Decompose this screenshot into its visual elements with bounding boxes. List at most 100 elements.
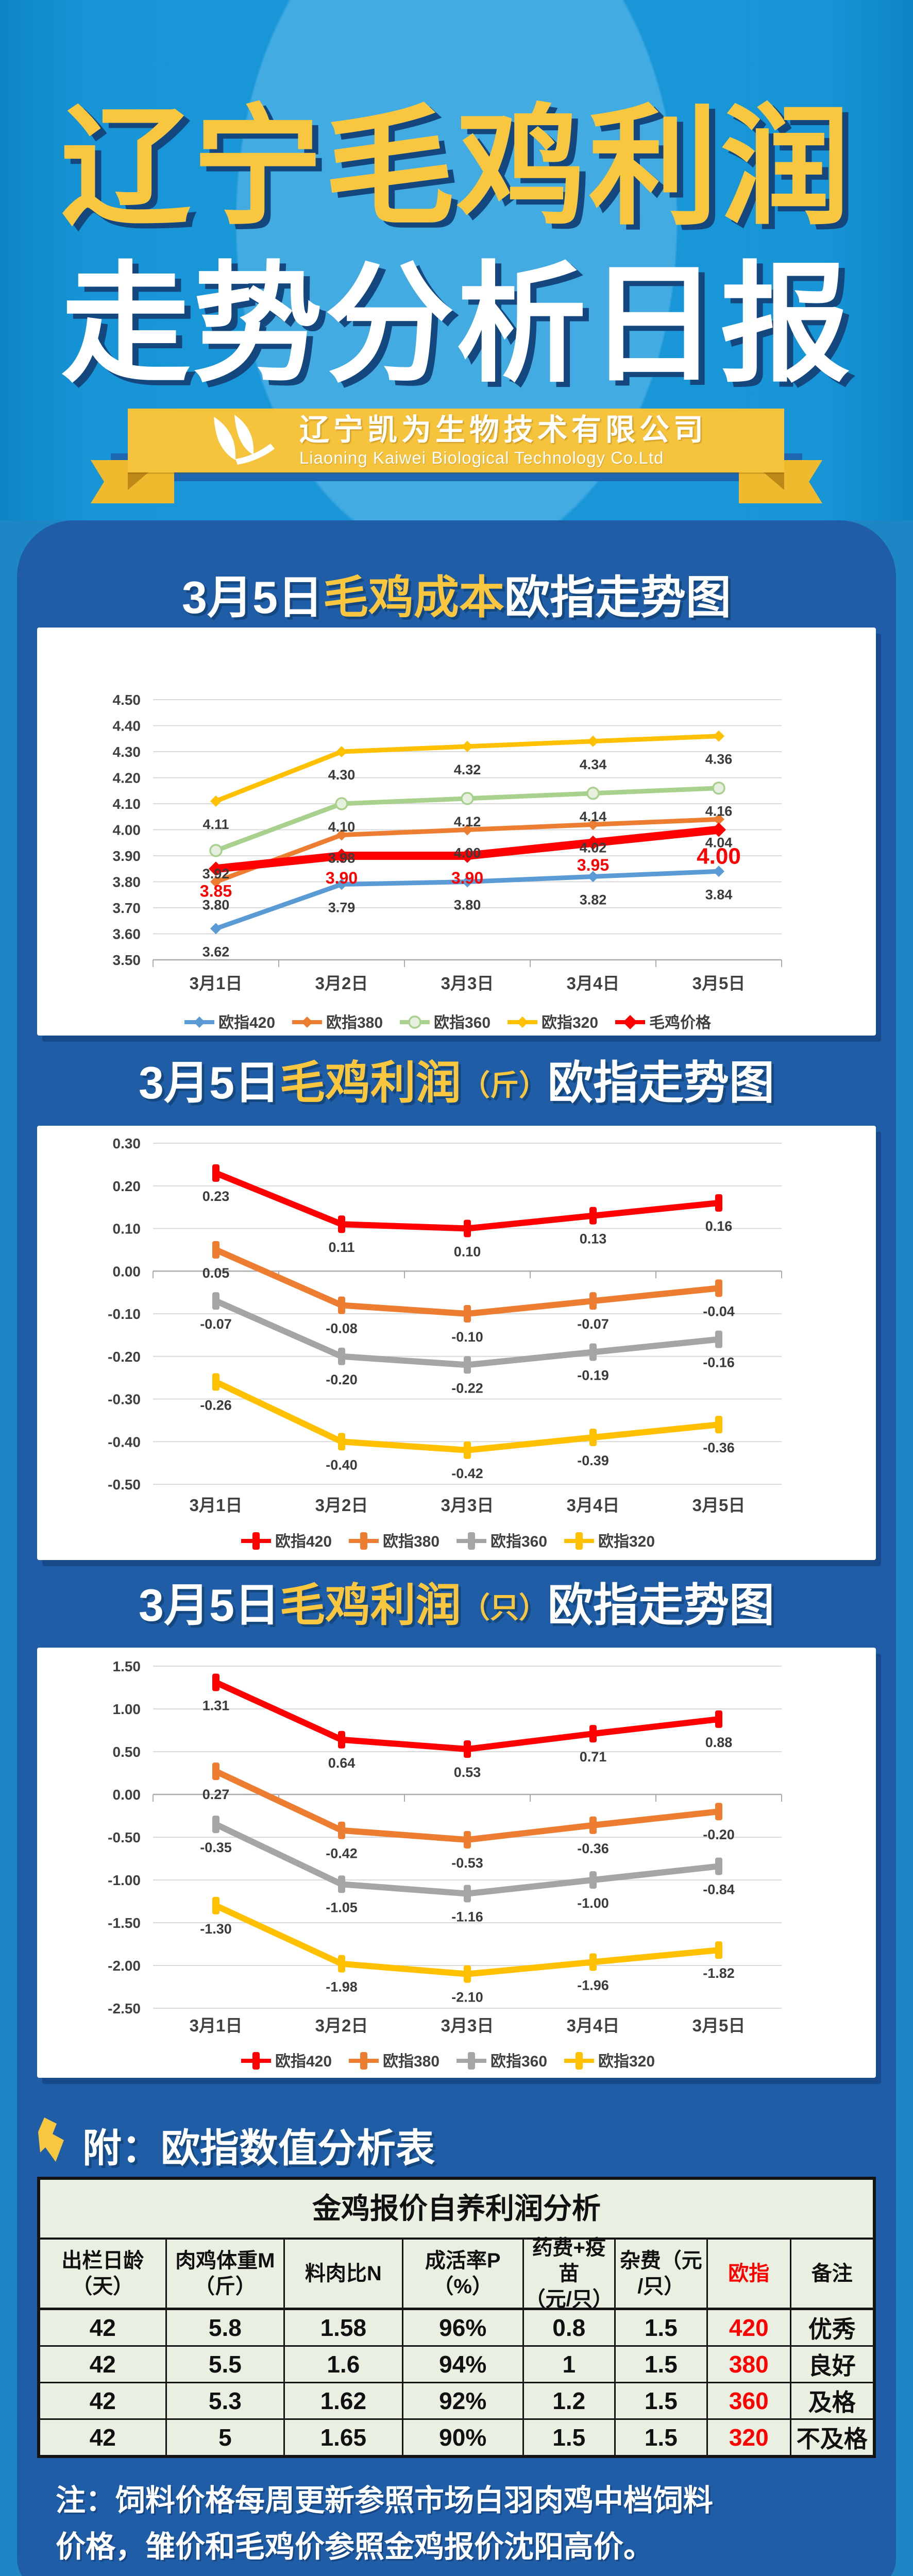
- svg-text:3.80: 3.80: [454, 897, 481, 913]
- svg-text:4.10: 4.10: [113, 796, 141, 812]
- svg-text:-0.04: -0.04: [703, 1303, 735, 1319]
- svg-text:-0.30: -0.30: [108, 1392, 141, 1408]
- table-header-cell: 肉鸡体重M （斤）: [166, 2240, 285, 2310]
- svg-text:-0.39: -0.39: [577, 1453, 609, 1468]
- svg-text:3月4日: 3月4日: [567, 1496, 620, 1515]
- svg-text:4.30: 4.30: [328, 767, 356, 783]
- table-cell: 94%: [403, 2347, 524, 2383]
- table-cell: 90%: [403, 2420, 524, 2455]
- svg-text:-1.00: -1.00: [108, 1872, 141, 1888]
- svg-text:4.12: 4.12: [454, 814, 481, 829]
- svg-text:4.00: 4.00: [697, 844, 741, 869]
- svg-text:3月3日: 3月3日: [441, 2016, 494, 2035]
- svg-text:4.34: 4.34: [580, 757, 607, 772]
- svg-text:-2.50: -2.50: [108, 2001, 141, 2016]
- svg-text:3.95: 3.95: [577, 856, 609, 874]
- svg-text:欧指320: 欧指320: [542, 1014, 598, 1031]
- svg-text:3月1日: 3月1日: [190, 1496, 243, 1515]
- svg-text:3月5日: 3月5日: [692, 974, 746, 993]
- svg-text:3月3日: 3月3日: [441, 974, 494, 993]
- poster-title-line2: 走势分析日报: [60, 252, 852, 397]
- svg-text:欧指320: 欧指320: [598, 1533, 655, 1550]
- svg-text:欧指360: 欧指360: [491, 1533, 547, 1550]
- svg-text:-0.53: -0.53: [451, 1855, 483, 1871]
- table-cell: 不及格: [796, 2426, 868, 2452]
- svg-text:欧指360: 欧指360: [434, 1014, 491, 1031]
- chart-title-prefix: 3月5日: [182, 572, 323, 623]
- svg-text:欧指360: 欧指360: [491, 2053, 547, 2070]
- svg-text:-0.42: -0.42: [451, 1466, 483, 1481]
- svg-text:4.14: 4.14: [580, 809, 607, 824]
- svg-text:4.00: 4.00: [454, 845, 481, 861]
- svg-text:3月2日: 3月2日: [315, 974, 368, 993]
- svg-text:4.00: 4.00: [113, 822, 141, 838]
- svg-text:-1.05: -1.05: [326, 1900, 358, 1915]
- svg-text:-0.50: -0.50: [108, 1829, 141, 1845]
- chart-card-cost: 4.50 4.40 4.30 4.20 4.10 4.00 3.90 3.80 3.70 3.60…: [37, 628, 876, 1036]
- profit-per-jin-chart: 0.30 0.20 0.10 0.00 -0.10 -0.20 -0.30 -0.40 -0.5…: [108, 1136, 782, 1550]
- svg-text:1.50: 1.50: [113, 1658, 141, 1674]
- svg-text:-0.07: -0.07: [200, 1316, 232, 1332]
- svg-text:-0.40: -0.40: [326, 1457, 358, 1472]
- svg-text:3月3日: 3月3日: [441, 1496, 494, 1515]
- table-cell: 420: [708, 2310, 791, 2347]
- svg-text:3.90: 3.90: [113, 848, 141, 864]
- table-cell: 1.5: [615, 2347, 708, 2383]
- svg-text:0.23: 0.23: [202, 1189, 230, 1204]
- table-header-cell: 成活率P （%）: [403, 2240, 524, 2310]
- chart-card-profit-jin: 0.30 0.20 0.10 0.00 -0.10 -0.20 -0.30 -0.40 -0.5…: [37, 1126, 876, 1560]
- svg-text:3.70: 3.70: [113, 900, 141, 916]
- table-row: 42 5.5 1.6 94% 1 1.5 380 良好: [40, 2347, 873, 2383]
- svg-text:1.31: 1.31: [202, 1698, 230, 1714]
- chart-title-highlight: 毛鸡利润: [279, 1057, 461, 1108]
- svg-text:3.79: 3.79: [328, 900, 356, 916]
- chart-title-profit-bird: 3月5日毛鸡利润（只）欧指走势图: [0, 1583, 913, 1628]
- svg-text:3月5日: 3月5日: [692, 2016, 746, 2035]
- svg-text:-0.07: -0.07: [577, 1316, 609, 1332]
- svg-text:-1.82: -1.82: [703, 1965, 735, 1981]
- svg-text:4.04: 4.04: [705, 835, 733, 850]
- svg-text:4.20: 4.20: [113, 770, 141, 786]
- svg-text:4.30: 4.30: [113, 744, 141, 760]
- svg-text:欧指420: 欧指420: [218, 1014, 275, 1031]
- svg-text:3月4日: 3月4日: [567, 2016, 620, 2035]
- svg-text:4.10: 4.10: [328, 819, 356, 835]
- svg-text:3.90: 3.90: [451, 869, 483, 887]
- svg-text:4.02: 4.02: [580, 840, 607, 855]
- svg-text:欧指380: 欧指380: [383, 1533, 439, 1550]
- table-cell: 360: [708, 2383, 791, 2420]
- svg-text:0.71: 0.71: [580, 1749, 607, 1765]
- chart-title-suffix: 欧指走势图: [504, 572, 731, 623]
- svg-text:-0.16: -0.16: [703, 1355, 735, 1370]
- company-name-en: Liaoning Kaiwei Biological Technology Co…: [299, 448, 664, 467]
- svg-text:-0.40: -0.40: [108, 1434, 141, 1450]
- note-line-1: 注：饲料价格每周更新参照市场白羽肉鸡中档饲料: [56, 2484, 714, 2517]
- table-cell: 1.65: [285, 2420, 403, 2455]
- table-header-cell: 出栏日龄 （天）: [40, 2240, 167, 2310]
- svg-text:0.64: 0.64: [328, 1755, 356, 1771]
- table-cell: 92%: [403, 2383, 524, 2420]
- table-cell: 5: [167, 2420, 285, 2455]
- svg-text:4.36: 4.36: [705, 752, 733, 767]
- svg-text:3.62: 3.62: [202, 944, 230, 959]
- svg-text:-1.16: -1.16: [451, 1909, 483, 1925]
- svg-text:0.11: 0.11: [328, 1240, 354, 1255]
- svg-text:0.16: 0.16: [705, 1218, 733, 1234]
- svg-text:3.60: 3.60: [113, 926, 141, 942]
- chart-title-profit-jin: 3月5日毛鸡利润（斤）欧指走势图: [0, 1060, 913, 1106]
- svg-text:3.92: 3.92: [202, 866, 230, 882]
- table-row: 42 5.8 1.58 96% 0.8 1.5 420 优秀: [40, 2310, 873, 2347]
- svg-text:3月2日: 3月2日: [315, 1496, 368, 1515]
- svg-text:3.80: 3.80: [202, 897, 230, 913]
- company-banner: 辽宁凯为生物技术有限公司 Liaoning Kaiwei Biological …: [128, 409, 784, 472]
- table-cell: 1.5: [524, 2420, 616, 2455]
- svg-text:-0.08: -0.08: [326, 1320, 358, 1336]
- svg-text:3月1日: 3月1日: [190, 974, 243, 993]
- svg-text:-0.35: -0.35: [200, 1840, 232, 1855]
- svg-text:-0.10: -0.10: [108, 1306, 141, 1322]
- svg-text:0.05: 0.05: [202, 1265, 230, 1281]
- svg-text:毛鸡价格: 毛鸡价格: [649, 1014, 712, 1031]
- arrow-icon: [38, 2117, 64, 2162]
- svg-text:3.98: 3.98: [328, 851, 356, 866]
- svg-text:-0.36: -0.36: [703, 1440, 735, 1455]
